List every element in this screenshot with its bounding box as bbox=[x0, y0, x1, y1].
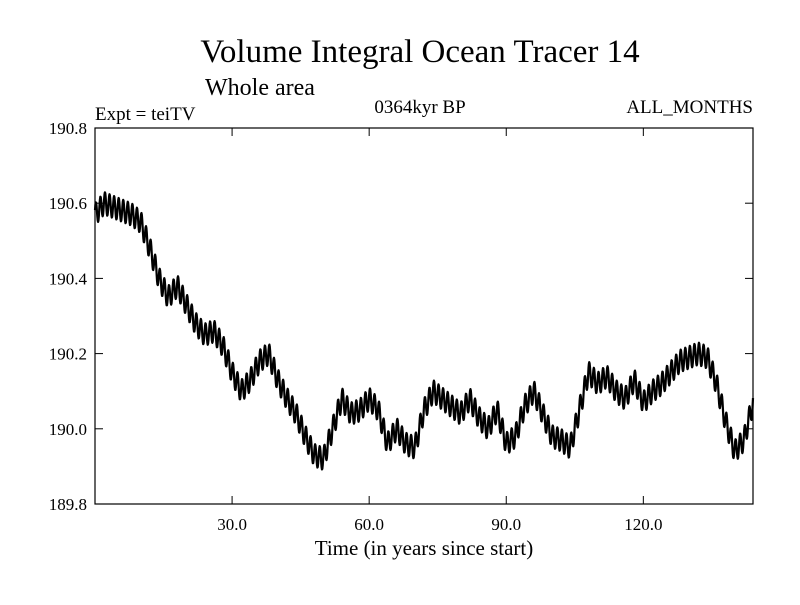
x-tick-label: 60.0 bbox=[354, 515, 384, 534]
x-axis-label: Time (in years since start) bbox=[315, 536, 534, 560]
chart-subtitle: Whole area bbox=[205, 75, 315, 101]
y-tick-label: 190.4 bbox=[49, 269, 88, 288]
x-tick-label: 120.0 bbox=[624, 515, 662, 534]
x-axis: 30.0 60.0 90.0 120.0 bbox=[217, 128, 662, 534]
y-tick-label: 190.0 bbox=[49, 420, 87, 439]
series-line bbox=[93, 191, 755, 471]
x-tick-label: 30.0 bbox=[217, 515, 247, 534]
y-tick-label: 189.8 bbox=[49, 495, 87, 514]
experiment-label: Expt = teiTV bbox=[95, 104, 196, 125]
y-tick-label: 190.6 bbox=[49, 194, 87, 213]
y-tick-label: 190.2 bbox=[49, 345, 87, 364]
x-tick-label: 90.0 bbox=[491, 515, 521, 534]
months-label: ALL_MONTHS bbox=[626, 97, 753, 118]
y-axis: 189.8 190.0 190.2 190.4 190.6 190.8 bbox=[49, 119, 753, 514]
time-label: 0364kyr BP bbox=[374, 97, 465, 118]
series-layer bbox=[93, 191, 755, 471]
chart-title: Volume Integral Ocean Tracer 14 bbox=[200, 34, 639, 70]
plot-frame bbox=[94, 127, 754, 505]
y-tick-label: 190.8 bbox=[49, 119, 87, 138]
